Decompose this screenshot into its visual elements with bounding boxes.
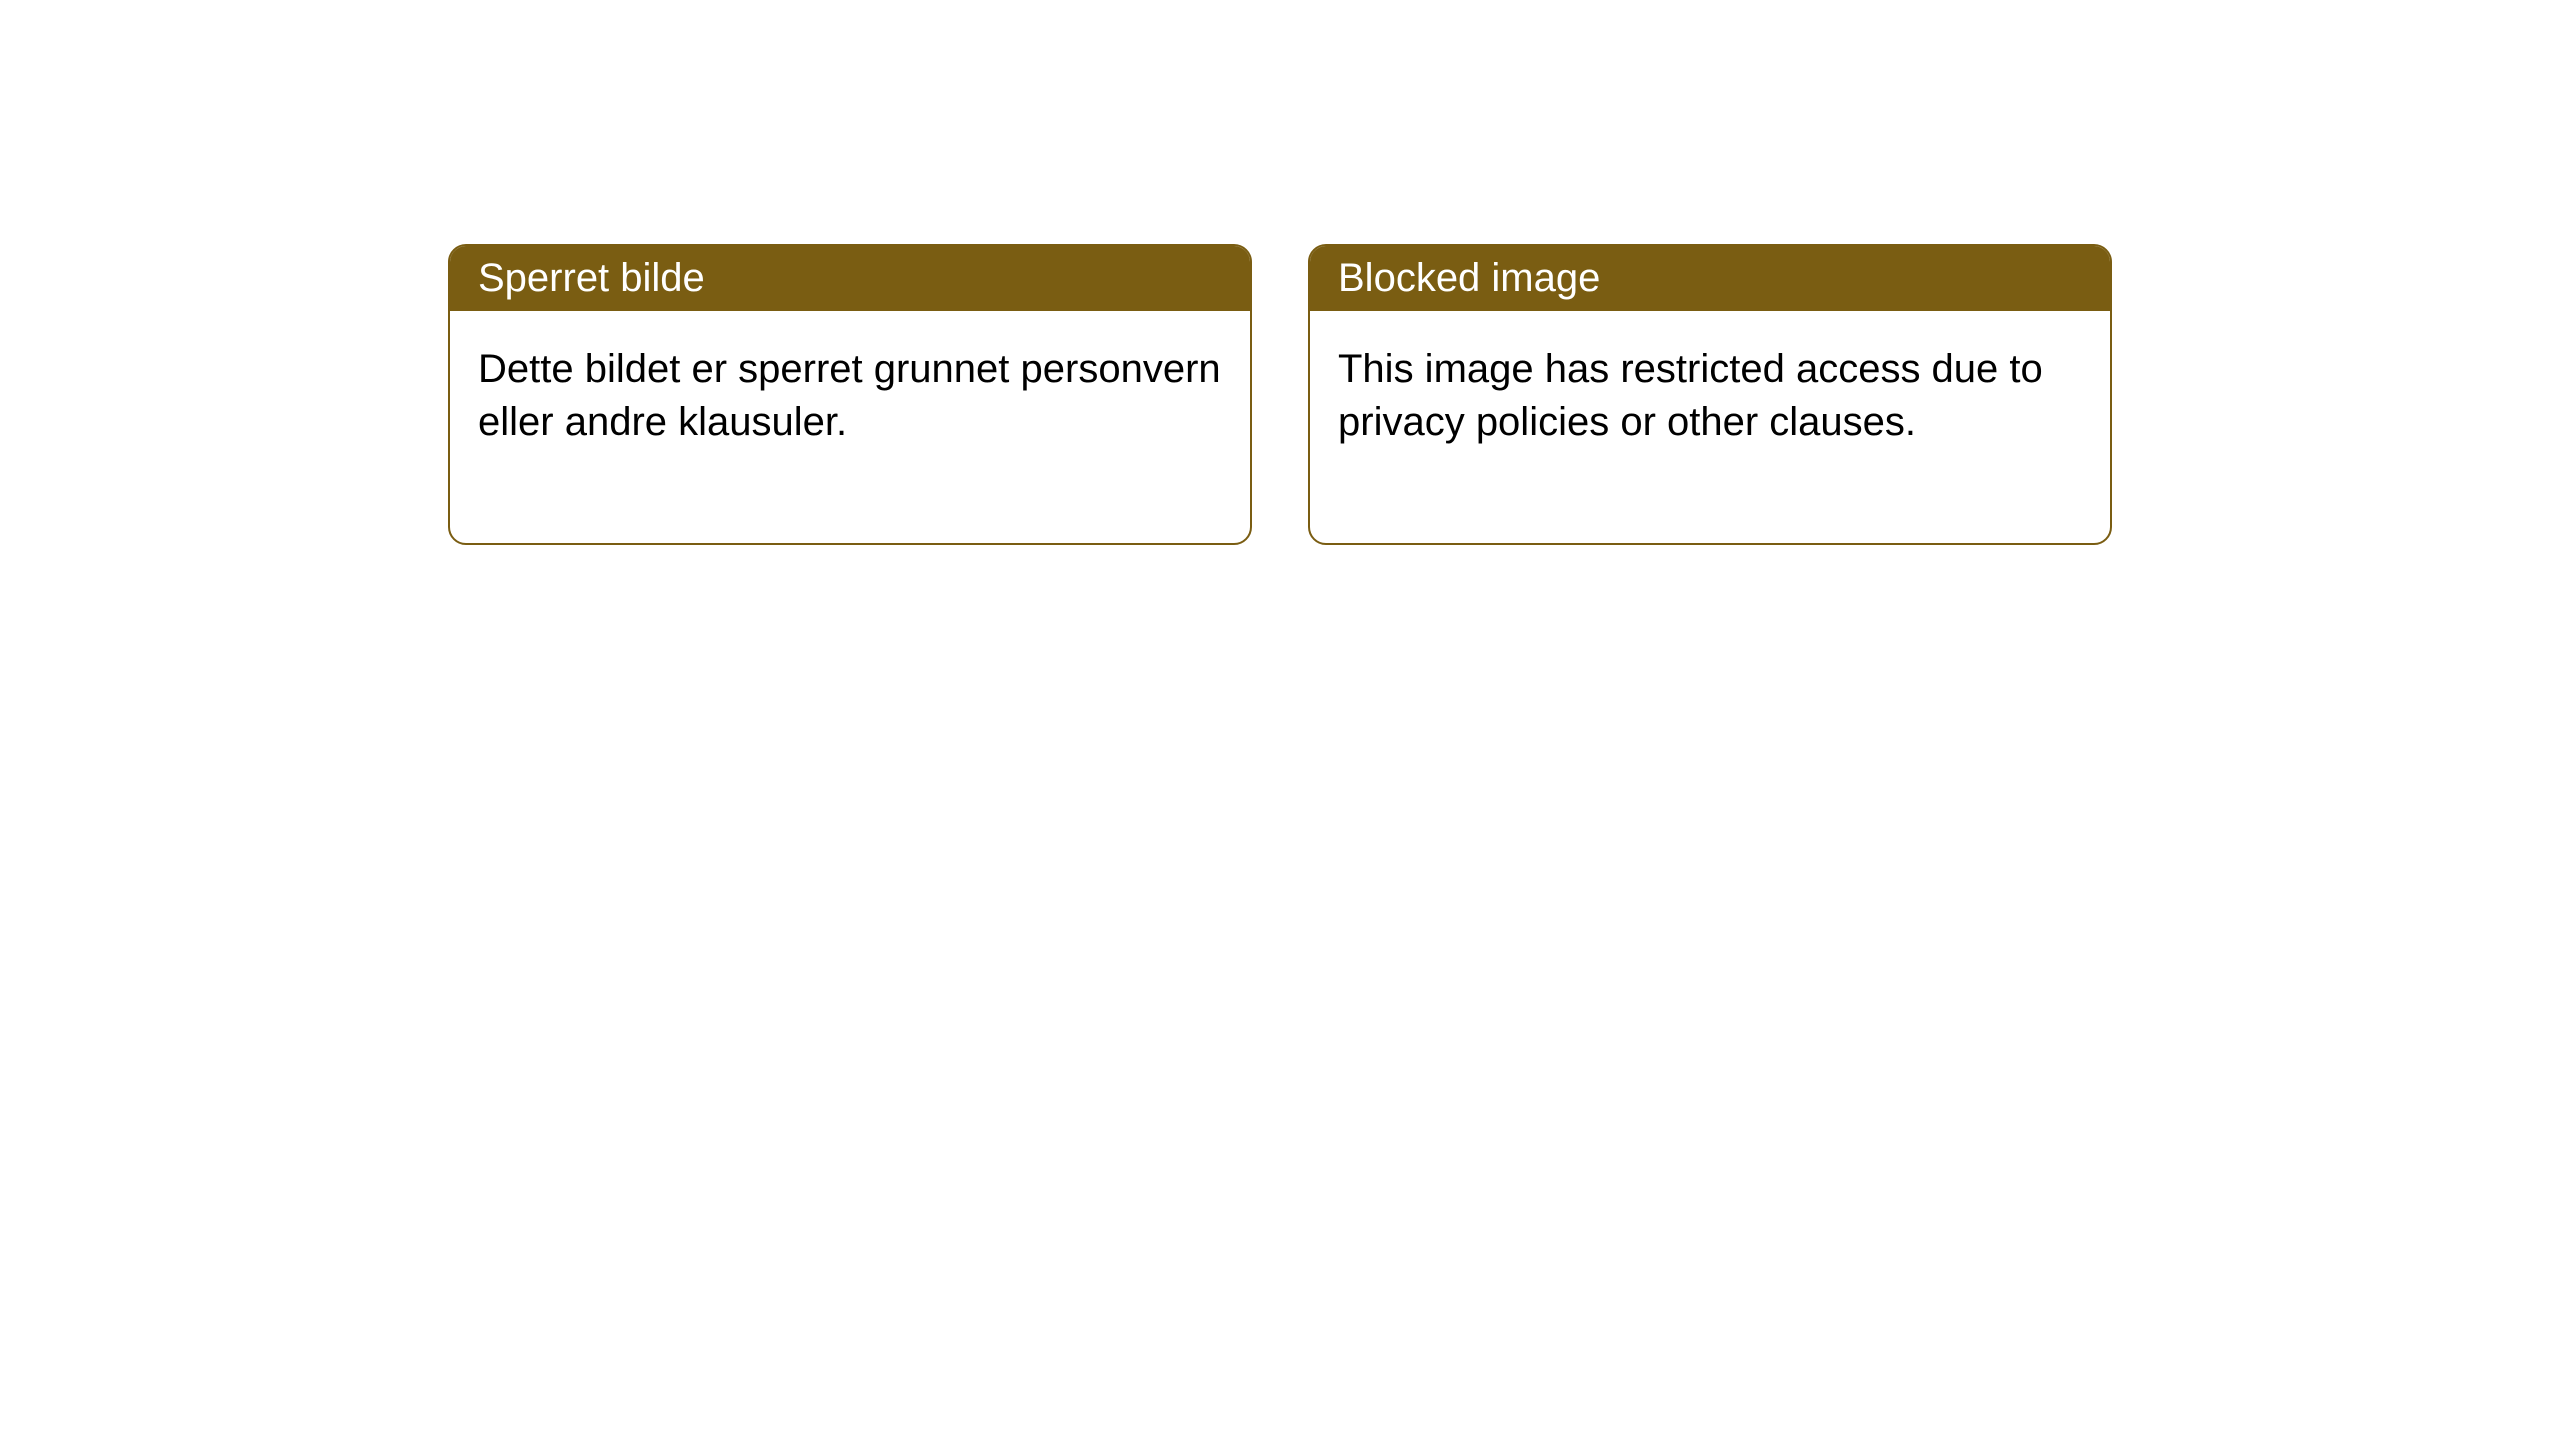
notice-body-en: This image has restricted access due to … [1310,311,2110,543]
notice-card-no: Sperret bilde Dette bildet er sperret gr… [448,244,1252,545]
notice-title-no: Sperret bilde [450,246,1250,311]
notice-container: Sperret bilde Dette bildet er sperret gr… [448,244,2112,545]
notice-body-no: Dette bildet er sperret grunnet personve… [450,311,1250,543]
notice-card-en: Blocked image This image has restricted … [1308,244,2112,545]
notice-title-en: Blocked image [1310,246,2110,311]
